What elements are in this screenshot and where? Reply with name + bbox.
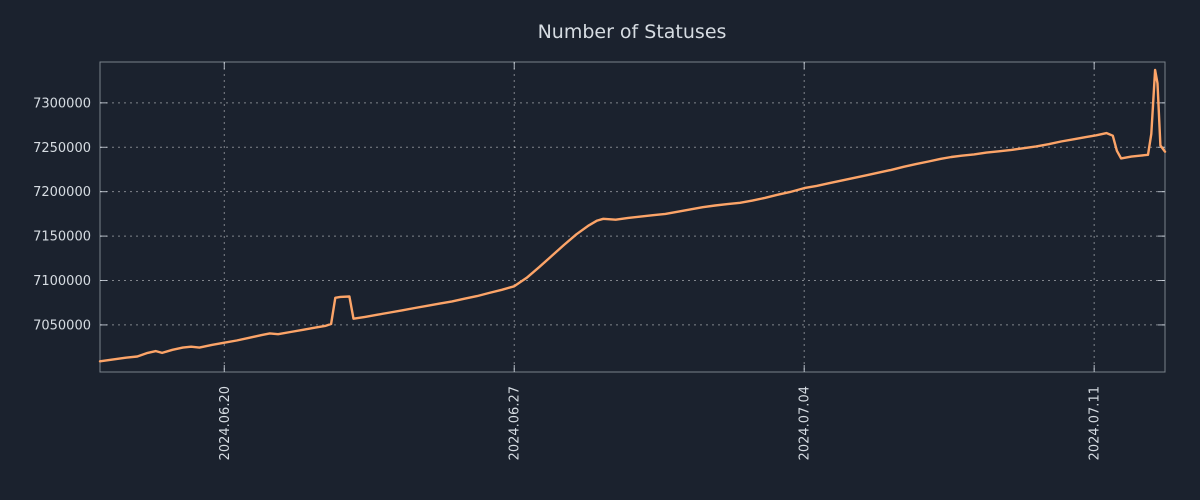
- axis-tick-labels: 7050000 7100000 7150000 7200000 7250000 73000…: [33, 96, 1103, 460]
- x-tick-label: 2024.07.04: [798, 386, 813, 460]
- chart-gridlines: [100, 62, 1165, 372]
- x-tick-label: 2024.06.27: [508, 386, 523, 460]
- x-tick-label: 2024.06.20: [218, 386, 233, 460]
- y-tick-label: 7100000: [33, 274, 91, 289]
- y-tick-label: 7200000: [33, 185, 91, 200]
- y-tick-label: 7150000: [33, 230, 91, 245]
- chart-title: Number of Statuses: [538, 21, 727, 43]
- y-tick-label: 7250000: [33, 141, 91, 156]
- y-tick-label: 7300000: [33, 96, 91, 111]
- series-line-statuses: [98, 68, 1167, 363]
- chart-series: [98, 68, 1167, 363]
- y-tick-label: 7050000: [33, 318, 91, 333]
- x-tick-label: 2024.07.11: [1088, 386, 1103, 460]
